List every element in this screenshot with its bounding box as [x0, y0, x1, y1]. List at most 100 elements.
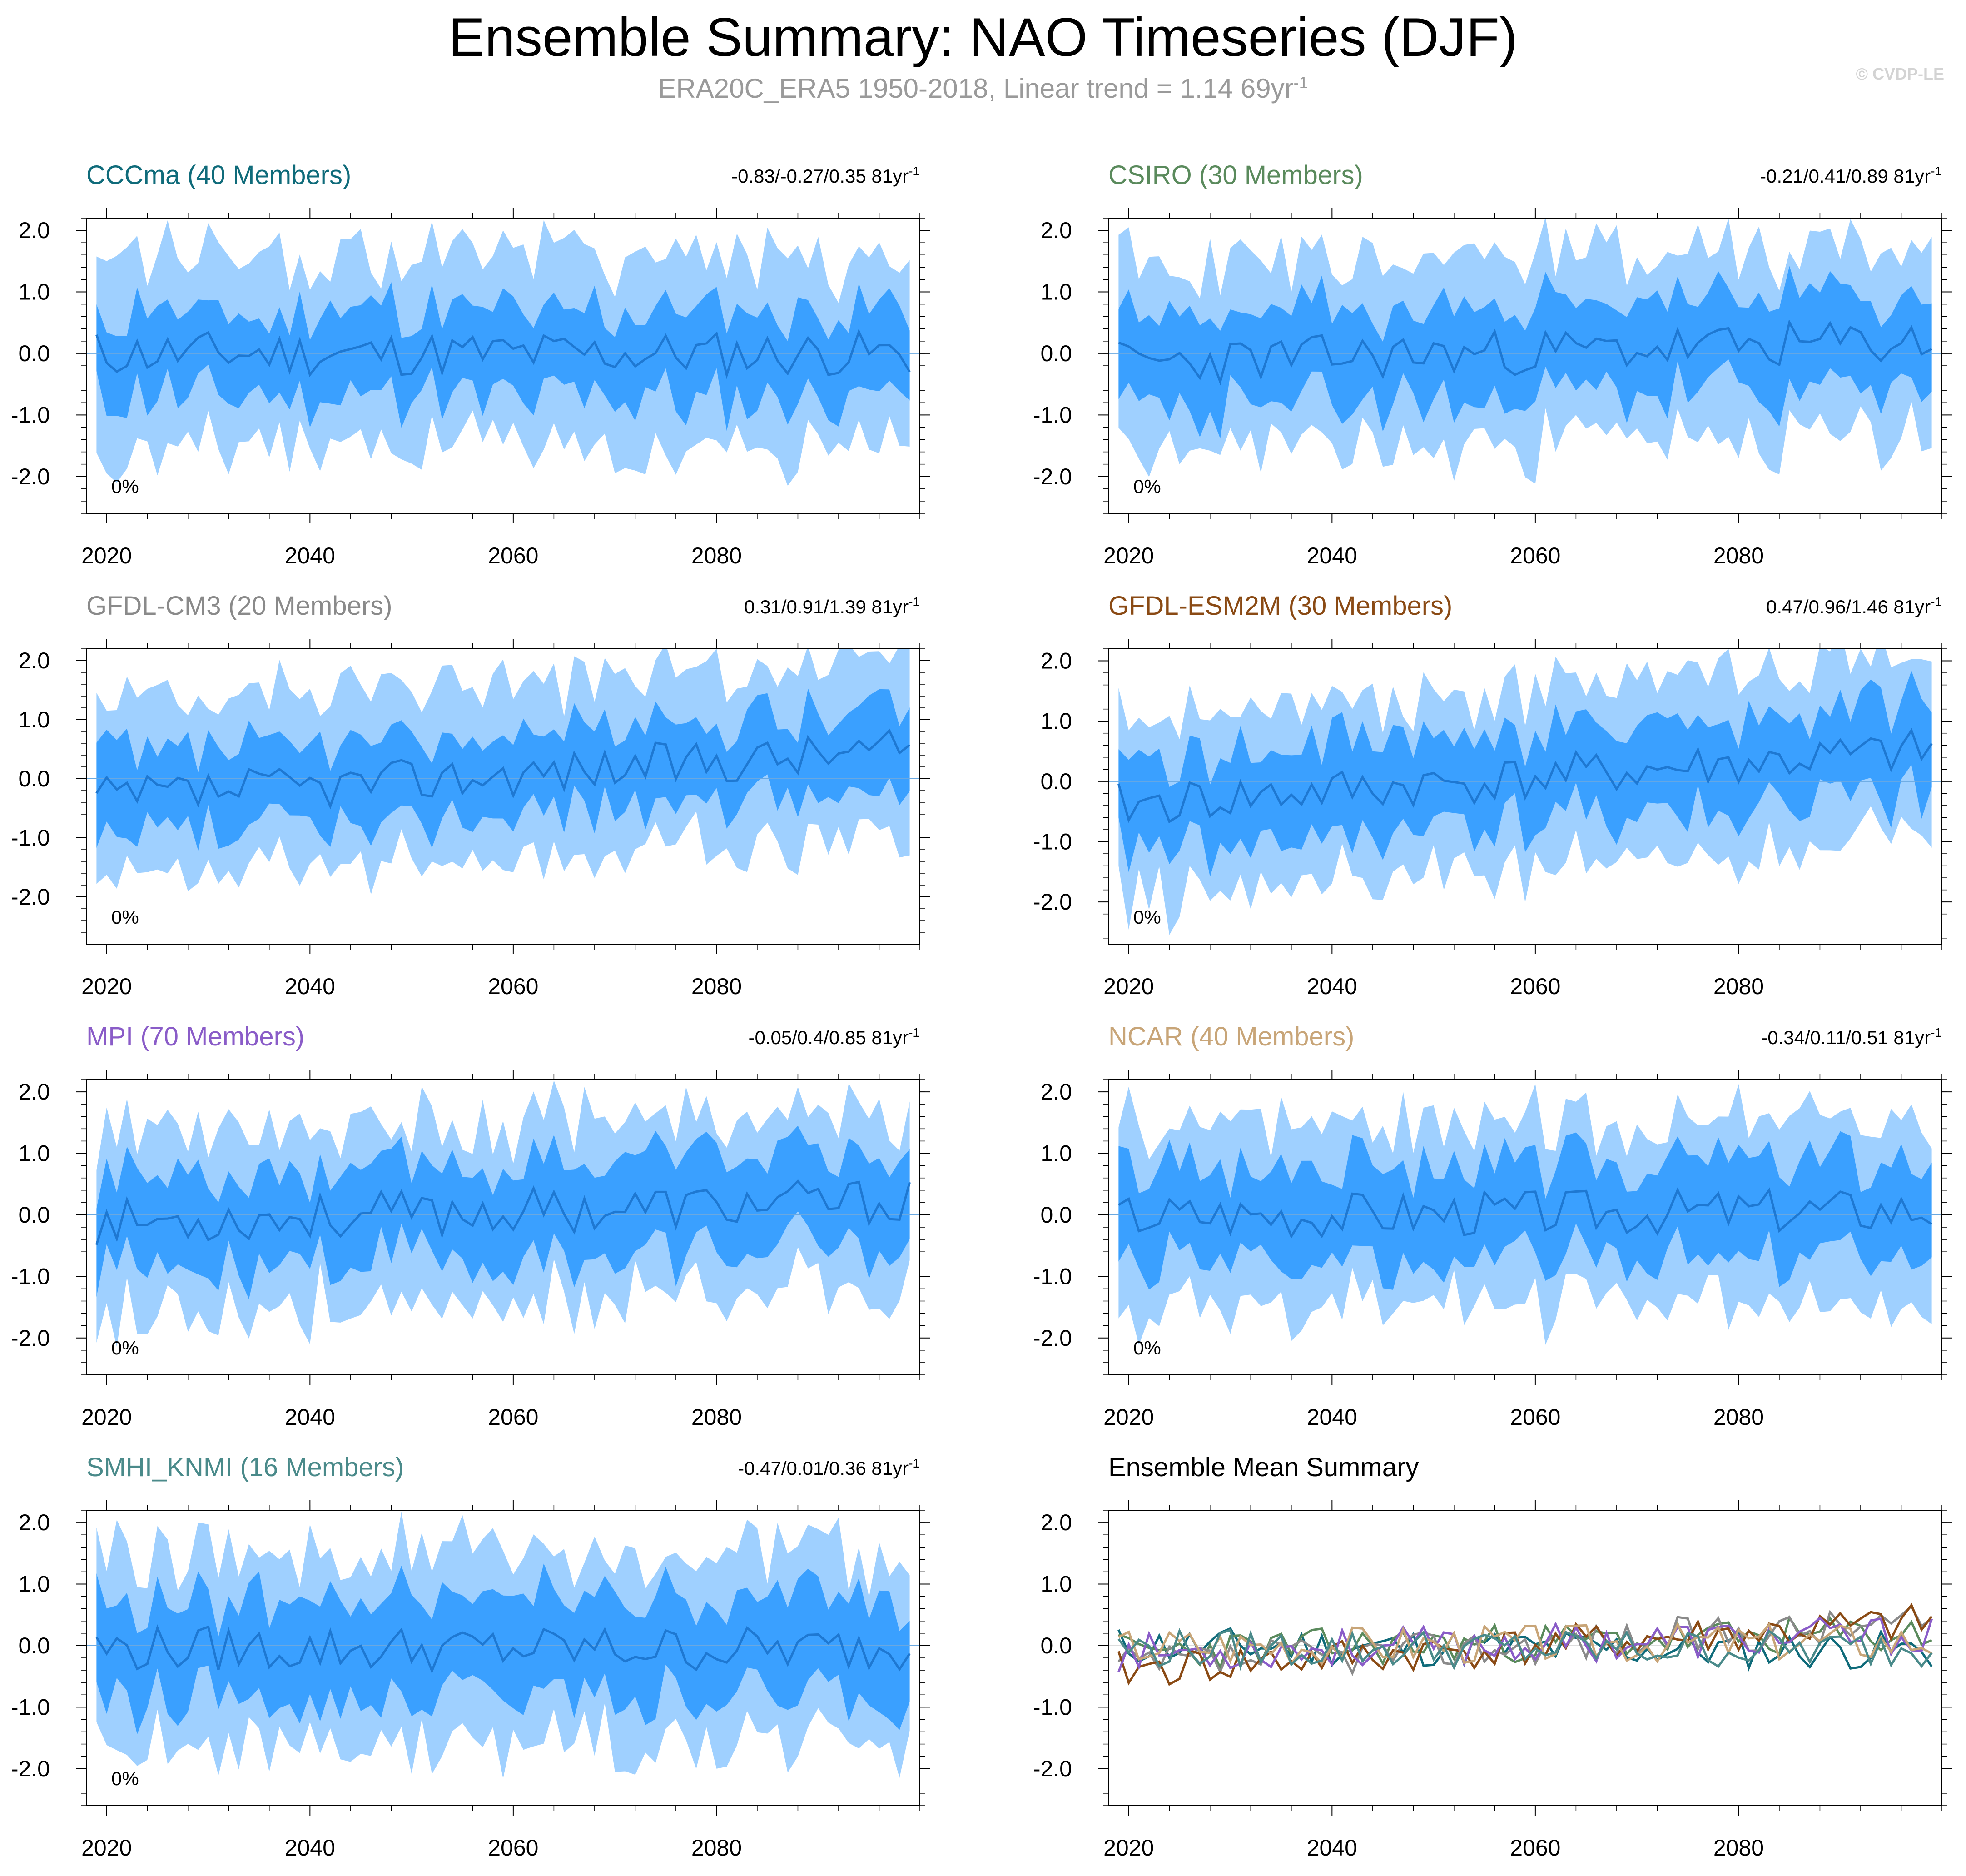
trend-label: -0.34/0.11/0.51 81yr-1 — [1761, 1025, 1942, 1048]
panel-6: SMHI_KNMI (16 Members) -0.47/0.01/0.36 81… — [11, 1453, 930, 1861]
y-tick-label: 1.0 — [18, 1141, 50, 1166]
y-tick-label: 0.0 — [1040, 769, 1072, 794]
trend-label: 0.47/0.96/1.46 81yr-1 — [1766, 595, 1942, 617]
y-tick-label: 1.0 — [1040, 279, 1072, 305]
y-tick-label: -1.0 — [1033, 1694, 1072, 1720]
x-tick-label: 2080 — [1713, 1835, 1764, 1861]
percent-label: 0% — [111, 476, 139, 497]
y-tick-label: -2.0 — [11, 464, 50, 489]
y-tick-label: 1.0 — [18, 707, 50, 732]
y-tick-label: 0.0 — [18, 1202, 50, 1228]
x-tick-label: 2060 — [488, 1404, 538, 1430]
ensemble-mean-line — [1117, 728, 1933, 824]
x-tick-label: 2060 — [488, 1835, 538, 1861]
inner-spread-band — [96, 1563, 910, 1734]
y-tick-label: -2.0 — [1033, 1756, 1072, 1781]
panel-title: CCCma (40 Members) — [86, 160, 351, 190]
y-tick-label: 2.0 — [18, 1510, 50, 1535]
y-tick-label: 2.0 — [1040, 648, 1072, 674]
plot-area — [86, 649, 920, 895]
plot-area — [86, 220, 920, 486]
trend-label: -0.83/-0.27/0.35 81yr-1 — [731, 164, 920, 187]
x-tick-label: 2060 — [1510, 543, 1560, 568]
x-tick-label: 2060 — [1510, 974, 1560, 999]
percent-label: 0% — [111, 906, 139, 928]
x-tick-label: 2080 — [1713, 543, 1764, 568]
plot-area — [86, 1080, 920, 1347]
x-tick-label: 2060 — [1510, 1404, 1560, 1430]
x-tick-label: 2040 — [285, 1835, 335, 1861]
y-tick-label: 0.0 — [18, 1633, 50, 1658]
y-tick-label: -2.0 — [11, 1325, 50, 1351]
series-line-CCCma — [1117, 1627, 1933, 1672]
x-tick-label: 2080 — [691, 974, 742, 999]
y-tick-label: 0.0 — [1040, 1202, 1072, 1228]
plot-area — [1108, 218, 1942, 484]
plot-area — [1108, 649, 1942, 935]
percent-label: 0% — [1133, 476, 1161, 497]
y-tick-label: -2.0 — [1033, 1325, 1072, 1351]
trend-label: -0.21/0.41/0.89 81yr-1 — [1760, 164, 1942, 187]
trend-label: 0.31/0.91/1.39 81yr-1 — [744, 595, 920, 617]
panel-title: MPI (70 Members) — [86, 1022, 304, 1051]
y-tick-label: 2.0 — [1040, 218, 1072, 243]
main-title: Ensemble Summary: NAO Timeseries (DJF) — [448, 7, 1518, 68]
main-subtitle: ERA20C_ERA5 1950-2018, Linear trend = 1.… — [0, 74, 1966, 104]
panel-1: CSIRO (30 Members) -0.21/0.41/0.89 81yr-1… — [1033, 160, 1952, 568]
plot-frame — [86, 648, 920, 945]
x-tick-label: 2040 — [285, 1404, 335, 1430]
panel-7: Ensemble Mean Summary 2.0 1.0 0.0 -1.0 -2.0 20… — [1033, 1453, 1952, 1861]
panel-title: GFDL-CM3 (20 Members) — [86, 591, 392, 621]
ensemble-mean-line — [95, 728, 911, 810]
ensemble-mean-line — [95, 1179, 911, 1245]
y-tick-label: -1.0 — [11, 402, 50, 428]
x-tick-label: 2080 — [691, 1835, 742, 1861]
y-tick-label: -2.0 — [11, 884, 50, 910]
panel-title: NCAR (40 Members) — [1108, 1022, 1354, 1051]
x-tick-label: 2060 — [1510, 1835, 1560, 1861]
y-tick-label: 1.0 — [1040, 1572, 1072, 1597]
series-line-GFDL-CM3 — [1117, 1604, 1933, 1676]
y-tick-label: -1.0 — [1033, 1264, 1072, 1289]
panel-2: GFDL-CM3 (20 Members) 0.31/0.91/1.39 81yr… — [11, 591, 930, 999]
percent-label: 0% — [111, 1337, 139, 1358]
x-tick-label: 2020 — [1103, 974, 1154, 999]
x-tick-label: 2060 — [488, 543, 538, 568]
y-tick-label: -1.0 — [1033, 829, 1072, 854]
y-tick-label: -1.0 — [11, 1694, 50, 1720]
plot-area — [1108, 1602, 1942, 1686]
percent-label: 0% — [1133, 1337, 1161, 1358]
y-tick-label: 2.0 — [1040, 1510, 1072, 1535]
y-tick-label: -1.0 — [11, 825, 50, 851]
x-tick-label: 2020 — [81, 1404, 132, 1430]
y-tick-label: 2.0 — [18, 648, 50, 673]
trend-label: -0.05/0.4/0.85 81yr-1 — [749, 1025, 920, 1048]
x-tick-label: 2080 — [1713, 1404, 1764, 1430]
y-tick-label: 2.0 — [18, 218, 50, 243]
panel-title: CSIRO (30 Members) — [1108, 160, 1363, 190]
x-tick-label: 2040 — [1307, 974, 1357, 999]
panel-title: GFDL-ESM2M (30 Members) — [1108, 591, 1452, 621]
x-tick-label: 2080 — [691, 1404, 742, 1430]
x-tick-label: 2040 — [285, 543, 335, 568]
plot-area — [1108, 1084, 1942, 1345]
x-tick-label: 2040 — [285, 974, 335, 999]
ensemble-mean-line — [1118, 319, 1932, 386]
plot-frame — [1108, 648, 1942, 945]
trend-label: -0.47/0.01/0.36 81yr-1 — [738, 1456, 920, 1479]
inner-spread-band — [96, 1125, 910, 1299]
subtitle-text: ERA20C_ERA5 1950-2018, Linear trend = 1.… — [658, 73, 1294, 104]
y-tick-label: 0.0 — [1040, 341, 1072, 366]
ensemble-mean-line — [1118, 1187, 1932, 1239]
y-tick-label: 0.0 — [18, 341, 50, 366]
x-tick-label: 2020 — [1103, 543, 1154, 568]
x-tick-label: 2040 — [1307, 1835, 1357, 1861]
y-tick-label: 2.0 — [18, 1079, 50, 1105]
y-tick-label: -1.0 — [11, 1264, 50, 1289]
panel-5: NCAR (40 Members) -0.34/0.11/0.51 81yr-1 2… — [1033, 1022, 1952, 1430]
y-tick-label: 1.0 — [18, 279, 50, 305]
panel-0: CCCma (40 Members) -0.83/-0.27/0.35 81yr-… — [11, 160, 930, 568]
ensemble-mean-line — [95, 1624, 911, 1674]
cvdp-watermark: © CVDP-LE — [1856, 65, 1944, 83]
panel-4: MPI (70 Members) -0.05/0.4/0.85 81yr-1 2.0… — [11, 1022, 930, 1430]
